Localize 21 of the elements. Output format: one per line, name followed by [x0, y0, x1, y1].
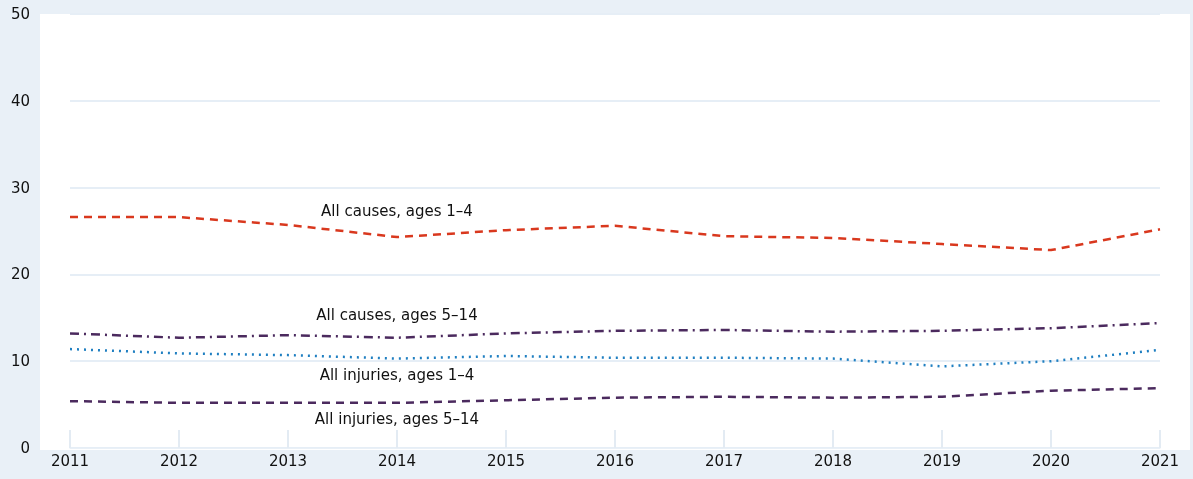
- series-label: All injuries, ages 5–14: [314, 410, 480, 429]
- x-tick-label: 2011: [50, 451, 90, 470]
- y-tick-label: 40: [10, 91, 30, 110]
- x-tick-label: 2016: [595, 451, 635, 470]
- y-tick-label: 30: [10, 178, 30, 197]
- x-tick-label: 2019: [922, 451, 962, 470]
- y-tick-label: 10: [10, 352, 30, 371]
- x-tick-label: 2020: [1031, 451, 1071, 470]
- series-label: All causes, ages 5–14: [316, 306, 478, 325]
- x-tick-label: 2014: [377, 451, 417, 470]
- series-label: All injuries, ages 1–4: [319, 366, 475, 385]
- x-tick-label: 2018: [813, 451, 853, 470]
- series-label: All causes, ages 1–4: [321, 201, 473, 220]
- x-tick-label: 2021: [1140, 451, 1180, 470]
- x-tick-label: 2013: [268, 451, 308, 470]
- x-tick-label: 2017: [704, 451, 744, 470]
- y-tick-label: 20: [10, 265, 30, 284]
- y-tick-label: 0: [20, 439, 30, 457]
- x-tick-label: 2015: [486, 451, 526, 470]
- y-tick-label: 50: [10, 5, 30, 23]
- x-tick-label: 2012: [159, 451, 199, 470]
